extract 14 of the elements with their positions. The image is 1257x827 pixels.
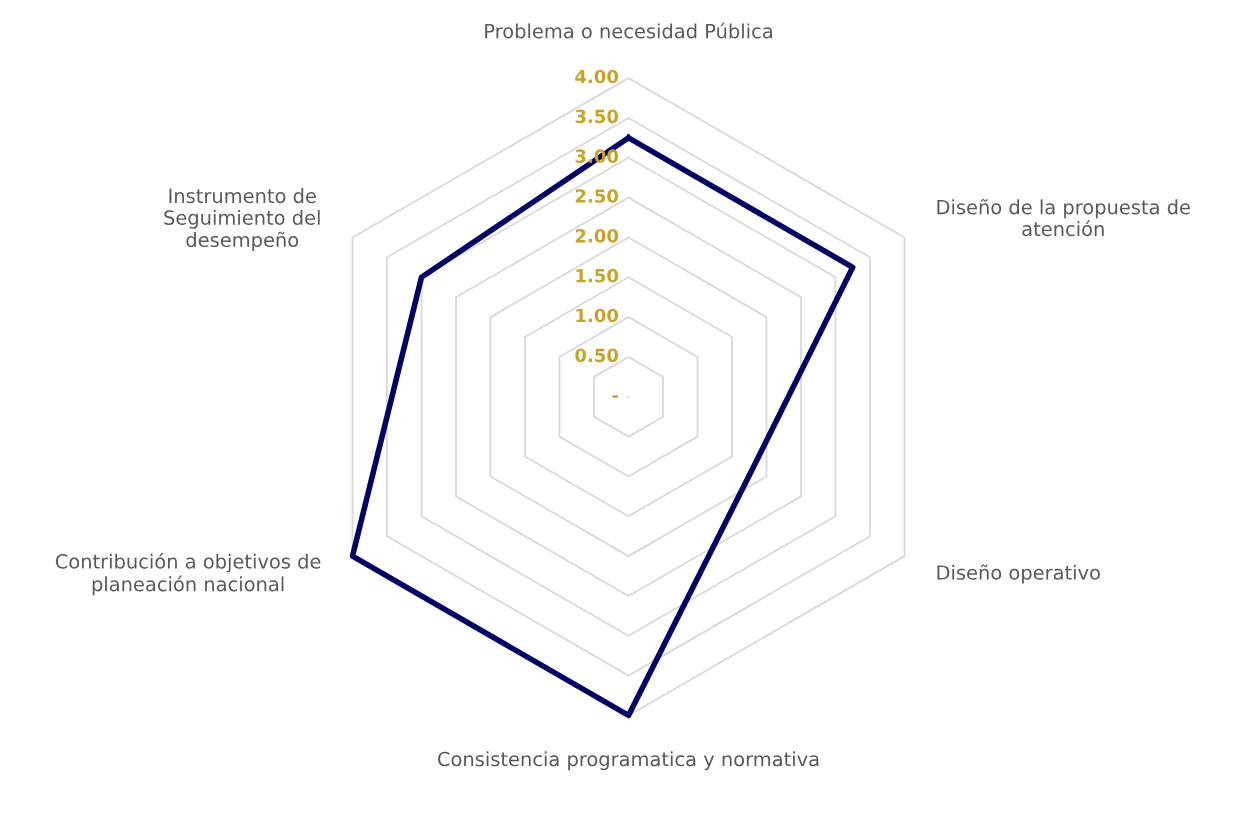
y-tick-label: 1.00 (576, 308, 619, 323)
spoke-label: Diseño de la propuesta de atención (937, 199, 1190, 237)
y-tick-label: 4.00 (575, 69, 619, 84)
y-tick-label: 2.00 (575, 229, 619, 243)
y-tick-label: 3.50 (575, 109, 619, 124)
spoke-label: Instrumento de Seguimiento del desempeño (164, 188, 320, 251)
y-tick-label: 2.50 (575, 189, 619, 203)
y-tick-label: - (612, 395, 618, 398)
spoke-label: Diseño operativo (937, 564, 1100, 584)
spoke-label: Contribución a objetivos de planeación nacional (55, 552, 321, 596)
y-tick-label: 0.50 (575, 348, 619, 363)
y-tick-label: 1.50 (576, 268, 619, 283)
spoke-label: Problema o necesidad Pública (485, 22, 772, 39)
spoke-label: Consistencia programatica y normativa (438, 751, 819, 771)
